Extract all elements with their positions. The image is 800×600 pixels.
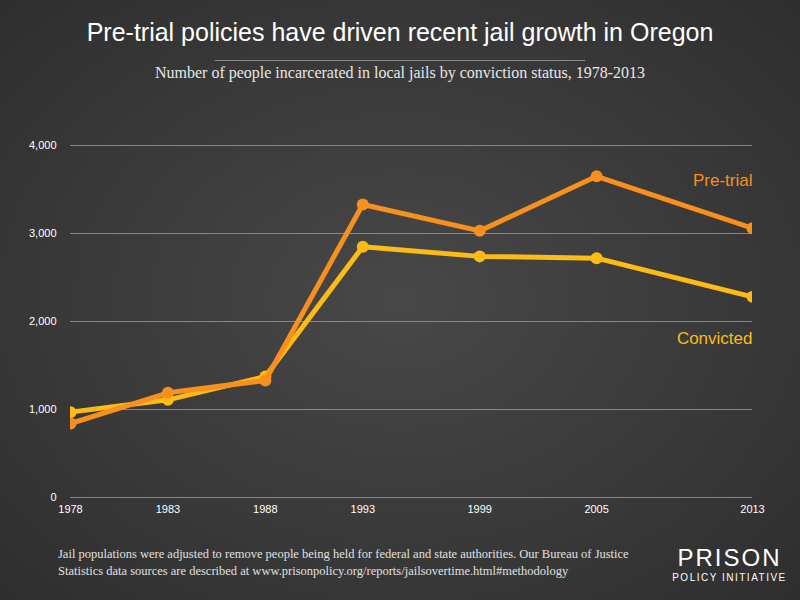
html-text:Jail populations were adjusted: Jail populations were adjusted to remove… (58, 547, 629, 561)
svg-text:1988: 1988 (253, 503, 277, 515)
svg-text:4,000: 4,000 (29, 139, 57, 151)
svg-text:Pre-trial: Pre-trial (693, 171, 753, 190)
svg-text:2005: 2005 (584, 503, 608, 515)
html-text:Statistics data sources are de: Statistics data sources are described at… (58, 564, 569, 578)
html-text:PRISON: PRISON (677, 544, 782, 571)
svg-text:1983: 1983 (156, 503, 180, 515)
svg-text:1978: 1978 (58, 503, 82, 515)
svg-text:Convicted: Convicted (677, 329, 753, 348)
svg-text:1993: 1993 (351, 503, 375, 515)
svg-text:0: 0 (50, 491, 56, 503)
html-text:Number of people incarcerated: Number of people incarcerated in local j… (155, 64, 645, 81)
svg-text:3,000: 3,000 (29, 227, 57, 239)
svg-text:2,000: 2,000 (29, 315, 57, 327)
html-text:Pre-trial policies have driven: Pre-trial policies have driven recent ja… (86, 18, 714, 46)
html-text:POLICY INITIATIVE: POLICY INITIATIVE (672, 572, 787, 583)
svg-text:1999: 1999 (467, 503, 491, 515)
svg-text:2013: 2013 (740, 503, 764, 515)
svg-text:1,000: 1,000 (29, 403, 57, 415)
